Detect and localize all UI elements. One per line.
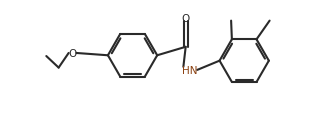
Text: O: O (181, 13, 190, 23)
Text: HN: HN (182, 65, 197, 75)
Text: O: O (68, 49, 77, 58)
